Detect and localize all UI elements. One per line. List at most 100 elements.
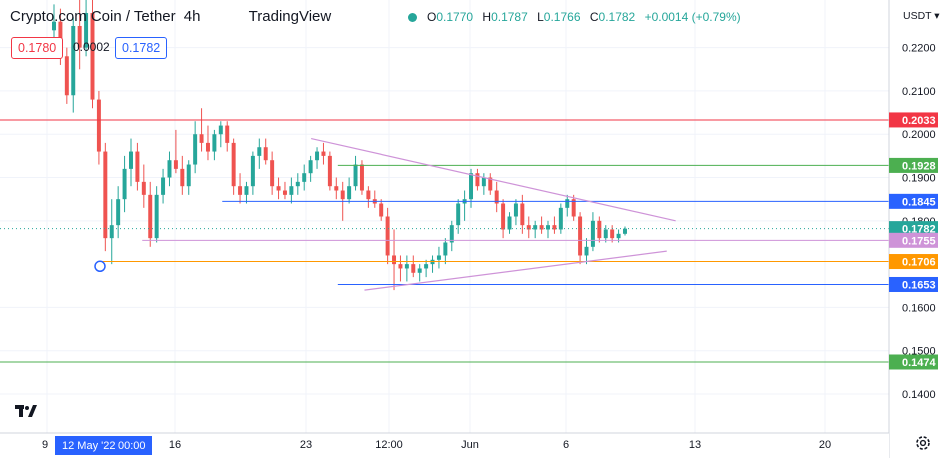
candle-body — [494, 190, 499, 204]
high-value: 0.1787 — [491, 10, 528, 24]
y-tick-label: 0.1400 — [902, 389, 936, 401]
candle-body — [263, 147, 268, 161]
candle-body — [558, 207, 563, 230]
x-tick-label: Jun — [461, 439, 479, 451]
crosshair-date-badge — [55, 436, 152, 455]
candle-body — [578, 216, 583, 256]
candle-body — [276, 186, 281, 191]
candle-body — [173, 160, 178, 169]
candle-body — [424, 264, 429, 269]
x-tick-label: 6 — [563, 439, 569, 451]
candle-body — [289, 186, 294, 195]
spread-value: 0.0002 — [73, 40, 110, 54]
candle-body — [385, 216, 390, 256]
candle-body — [308, 160, 313, 174]
candle-body — [334, 186, 339, 191]
candle-body — [481, 177, 486, 187]
level-badge-label: 0.1782 — [902, 224, 936, 236]
candle-body — [327, 155, 332, 187]
level-badge — [889, 157, 938, 173]
candle-body — [359, 164, 364, 191]
settings-gear-icon[interactable] — [913, 433, 933, 453]
sell-button[interactable]: 0.1780 — [11, 37, 64, 59]
candle-body — [244, 186, 249, 195]
buy-button[interactable]: 0.1782 — [115, 37, 168, 59]
crosshair-time: 00:00 — [118, 440, 146, 452]
level-badge — [889, 193, 938, 209]
triangle-trendline-lower — [364, 250, 667, 291]
candle-body — [84, 12, 89, 48]
candle-body — [520, 203, 525, 226]
candle-body — [109, 225, 114, 239]
triangle-trendline-upper — [311, 137, 676, 222]
candle-body — [90, 12, 95, 100]
ohlc-readout: O0.1770 H0.1787 L0.1766 C0.1782 +0.0014 … — [427, 10, 741, 24]
candle-body — [71, 25, 76, 96]
crosshair-date: 12 May '22 — [62, 440, 115, 452]
level-badge-label: 0.1928 — [902, 160, 936, 172]
candle-body — [96, 99, 101, 152]
symbol-title[interactable]: Crypto.com Coin / Tether — [10, 8, 176, 25]
candle-body — [392, 255, 397, 265]
candle-body — [436, 255, 441, 260]
y-tick-label: 0.2200 — [902, 43, 936, 55]
candle-body — [148, 194, 153, 239]
candle-body — [77, 25, 82, 48]
level-badge-label: 0.1755 — [902, 235, 936, 247]
y-tick-label: 0.2000 — [902, 129, 936, 141]
candle-body — [167, 160, 172, 178]
candle-body — [218, 125, 223, 135]
candle-body — [103, 151, 108, 239]
candle-body — [347, 186, 352, 200]
x-tick-label: 20 — [819, 439, 831, 451]
change-value: +0.0014 (+0.79%) — [644, 10, 741, 24]
currency-label: USDT ▾ — [903, 10, 940, 22]
candle-body — [475, 173, 480, 187]
candle-body — [539, 225, 544, 230]
y-tick-label: 0.2100 — [902, 86, 936, 98]
candle-body — [398, 264, 403, 269]
y-tick-label: 0.1600 — [902, 302, 936, 314]
platform-label: TradingView — [248, 8, 332, 25]
candle-body — [340, 190, 345, 200]
candle-body — [411, 264, 416, 273]
candle-body — [571, 199, 576, 217]
candle-body — [212, 134, 217, 152]
y-tick-label: 0.1900 — [902, 173, 936, 185]
candle-body — [282, 190, 287, 195]
level-badge-label: 0.1653 — [902, 279, 936, 291]
level-badge — [889, 254, 938, 270]
candle-body — [238, 186, 243, 195]
candle-body — [513, 203, 518, 217]
candle-body — [366, 190, 371, 200]
candle-body — [122, 168, 127, 200]
candle-body — [610, 229, 615, 239]
candle-body — [501, 203, 506, 230]
x-tick-label: 9 — [42, 439, 48, 451]
open-value: 0.1770 — [436, 10, 474, 24]
candle-body — [250, 155, 255, 187]
candle-body — [353, 164, 358, 187]
candle-body — [443, 242, 448, 256]
x-tick-label: 23 — [300, 439, 312, 451]
candle-body — [257, 147, 262, 156]
candle-body — [597, 220, 602, 239]
market-open-icon — [408, 13, 417, 22]
candle-body — [565, 199, 570, 208]
candle-body — [526, 225, 531, 230]
candle-body — [507, 216, 512, 230]
x-tick-label: 16 — [169, 439, 181, 451]
candle-body — [135, 151, 140, 182]
candle-body — [225, 125, 230, 143]
interval-label[interactable]: 4h — [183, 8, 201, 25]
candle-body — [141, 181, 146, 195]
tradingview-logo-icon[interactable] — [11, 398, 41, 424]
candle-body — [590, 220, 595, 247]
candle-body — [533, 225, 538, 230]
candle-body — [270, 160, 275, 187]
level-badge — [889, 276, 938, 292]
candle-body — [193, 134, 198, 165]
level-badge — [889, 112, 938, 128]
candle-body — [379, 203, 384, 217]
